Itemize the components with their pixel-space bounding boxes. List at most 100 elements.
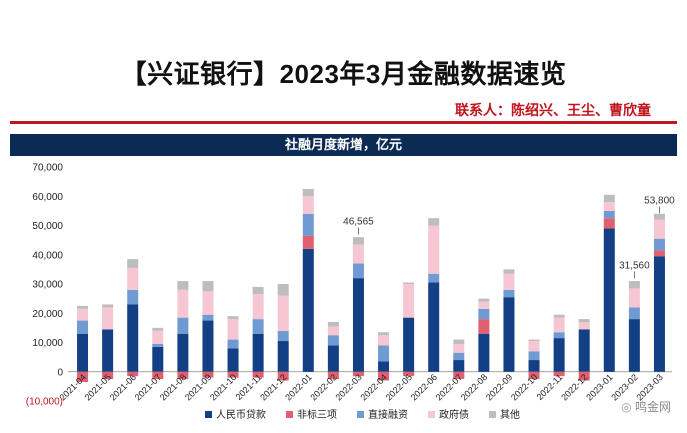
bar-segment	[227, 348, 239, 372]
y-tick-label: 20,000	[32, 309, 63, 320]
bar-segment	[378, 371, 390, 381]
legend-label: 政府债	[439, 408, 469, 421]
x-tick-label: 2022-04	[359, 372, 389, 402]
bar-segment	[528, 341, 540, 352]
report-title: 【兴证银行】2023年3月金融数据速览	[120, 59, 567, 89]
bar-segment	[327, 322, 339, 327]
bar-segment	[628, 307, 640, 320]
bar-segment	[102, 329, 114, 372]
bar-segment	[77, 320, 89, 334]
bar-segment	[628, 319, 640, 372]
bar-segment	[77, 305, 89, 309]
bar-segment	[227, 339, 239, 349]
legend-swatch	[489, 411, 496, 418]
bar-segment	[653, 256, 665, 372]
bar-segment	[252, 333, 264, 372]
bar-segment	[603, 194, 615, 203]
bar-segment	[102, 304, 114, 308]
bar-segment	[553, 317, 565, 333]
x-tick-label: 2021-07	[133, 372, 163, 402]
y-tick-label: 0	[57, 367, 63, 378]
bar-segment	[428, 218, 440, 226]
legend-label: 直接融资	[368, 408, 408, 421]
bar-segment	[277, 371, 289, 381]
y-tick-label: 10,000	[32, 338, 63, 349]
x-tick-label: 2022-09	[484, 372, 514, 402]
bar-segment	[202, 314, 214, 321]
bar-segment	[102, 307, 114, 330]
bar-segment	[528, 360, 540, 372]
bar-segment	[302, 248, 314, 372]
bar-segment	[302, 196, 314, 214]
y-tick-label: 70,000	[32, 163, 63, 174]
bar-segment	[428, 225, 440, 274]
bar-segment	[478, 308, 490, 320]
bar-segment	[252, 371, 264, 378]
bar-segment	[277, 295, 289, 331]
bar-segment	[202, 371, 214, 378]
bar-segment	[453, 352, 465, 361]
bar-segment	[628, 281, 640, 289]
bar-segment	[277, 284, 289, 296]
bar-segment	[653, 219, 665, 239]
bar-segment	[327, 335, 339, 346]
bar-segment	[503, 269, 515, 274]
bar-segment	[453, 360, 465, 372]
bar-segment	[603, 228, 615, 372]
bar-segment	[453, 339, 465, 344]
y-tick-label: 40,000	[32, 250, 63, 261]
y-tick-label: 30,000	[32, 280, 63, 291]
bar-segment	[152, 327, 164, 331]
bar-segment	[603, 202, 615, 211]
bar-segment	[403, 282, 415, 284]
legend-swatch	[205, 411, 212, 418]
bar-segment	[403, 371, 415, 377]
bar-segment	[152, 371, 164, 380]
bar-segment	[102, 371, 114, 380]
bar-segment	[478, 333, 490, 372]
bar-segment	[553, 332, 565, 339]
bar-segment	[378, 361, 390, 372]
bar-segment	[578, 329, 590, 372]
bar-segment	[127, 371, 139, 377]
bar-segment	[302, 213, 314, 236]
legend-swatch	[428, 411, 435, 418]
bar-segment	[327, 345, 339, 372]
chart-title: 社融月度新增，亿元	[10, 134, 677, 156]
bar-segment	[653, 213, 665, 220]
bar-segment	[478, 301, 490, 309]
bar-segment	[653, 250, 665, 257]
bar-segment	[77, 333, 89, 372]
watermark-icon: ◎	[621, 400, 632, 414]
bar-segment	[503, 297, 515, 372]
bar-segment	[403, 284, 415, 318]
bar-segment	[603, 210, 615, 219]
bar-segment	[127, 259, 139, 268]
bar-segment	[378, 345, 390, 362]
bar-segment	[252, 319, 264, 334]
bar-segment	[77, 371, 89, 382]
legend-label: 人民币贷款	[216, 408, 266, 421]
x-tick-label: 2022-02	[308, 372, 338, 402]
bar-segment	[503, 273, 515, 290]
bar-segment	[553, 338, 565, 372]
bar-segment	[478, 298, 490, 302]
bar-segment	[478, 319, 490, 334]
bar-segment	[77, 308, 89, 321]
bar-segment	[403, 317, 415, 372]
bar-segment	[127, 304, 139, 372]
bar-segment	[352, 244, 364, 264]
x-tick-label: 2022-07	[434, 372, 464, 402]
bar-segment	[553, 314, 565, 318]
data-label: 53,800	[644, 195, 675, 206]
bar-segment	[302, 188, 314, 197]
watermark: ◎ 鸣金网	[621, 398, 671, 415]
bar-segment	[528, 351, 540, 361]
title-divider	[10, 121, 677, 124]
bar-segment	[578, 319, 590, 323]
bar-segment	[177, 371, 189, 380]
bar-segment	[528, 339, 540, 342]
bar-segment	[352, 263, 364, 279]
bar-segment	[378, 335, 390, 346]
bar-segment	[327, 326, 339, 336]
